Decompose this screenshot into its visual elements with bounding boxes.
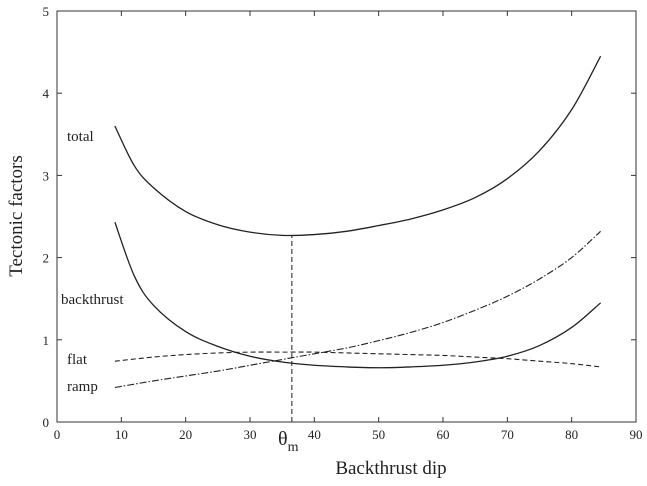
- curve-label-backthrust: backthrust: [61, 292, 124, 308]
- x-tick-label: 70: [501, 427, 514, 442]
- series-line-total: [114, 55, 602, 237]
- curve-label-total: total: [67, 129, 94, 145]
- y-tick-label: 0: [43, 415, 50, 430]
- series-line-flat: [114, 351, 601, 368]
- x-tick-label: 20: [179, 427, 192, 442]
- y-tick-label: 4: [43, 86, 50, 101]
- curve-label-ramp: ramp: [67, 379, 98, 395]
- theta-m-label: θm: [278, 428, 299, 455]
- series-group: [114, 55, 602, 389]
- x-tick-label: 60: [437, 427, 450, 442]
- y-axis-label: Tectonic factors: [6, 155, 27, 277]
- x-tick-label: 0: [54, 427, 61, 442]
- x-axis-label: Backthrust dip: [335, 458, 446, 479]
- curve-label-flat: flat: [67, 352, 88, 368]
- x-tick-label: 50: [372, 427, 385, 442]
- y-tick-label: 3: [43, 168, 50, 183]
- x-tick-label: 10: [115, 427, 128, 442]
- plot-frame: [56, 10, 637, 423]
- ticks-group: 0 10 20 30 40 50 60 70 80 90 0 1 2 3 4 5: [43, 4, 643, 442]
- x-tick-label: 80: [565, 427, 578, 442]
- series-line-ramp: [114, 230, 601, 389]
- theta-symbol: θ: [278, 428, 288, 450]
- curve-labels-group: total backthrust flat ramp: [61, 129, 124, 395]
- x-tick-label: 40: [308, 427, 321, 442]
- y-tick-label: 2: [43, 251, 50, 266]
- y-tick-label: 5: [43, 4, 50, 19]
- series-line-backthrust: [114, 222, 602, 369]
- y-tick-label: 1: [43, 333, 50, 348]
- theta-subscript: m: [288, 440, 299, 455]
- x-tick-label: 90: [630, 427, 643, 442]
- x-tick-label: 30: [244, 427, 257, 442]
